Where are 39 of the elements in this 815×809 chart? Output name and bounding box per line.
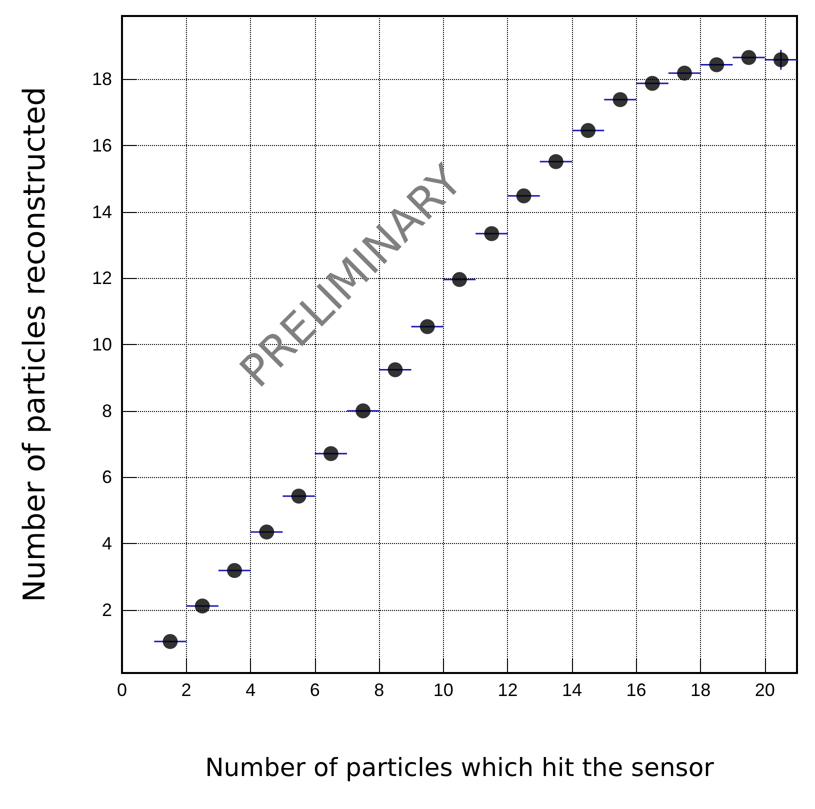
- y-tick-label: 2: [102, 600, 112, 620]
- x-tick-label: 12: [498, 680, 518, 700]
- point: [291, 488, 306, 504]
- point: [548, 154, 564, 170]
- point: [259, 524, 274, 540]
- y-tick-label: 4: [102, 534, 112, 554]
- point: [162, 634, 178, 649]
- y-tick-label: 16: [92, 135, 112, 156]
- y-tick-label: 18: [92, 69, 112, 90]
- point: [644, 76, 660, 91]
- y-axis-title: Number of particles reconstructed: [18, 86, 52, 602]
- x-tick-label: 8: [374, 680, 384, 700]
- point: [580, 122, 596, 138]
- point: [227, 562, 242, 578]
- x-tick-label: 14: [562, 680, 582, 700]
- x-tick-label: 2: [181, 680, 192, 700]
- x-tick-label: 0: [116, 680, 128, 700]
- x-tick-label: 20: [754, 680, 775, 700]
- y-tick-label: 12: [92, 268, 112, 288]
- point: [194, 598, 210, 614]
- point: [773, 52, 788, 68]
- x-tick-label: 10: [433, 680, 454, 700]
- y-tick-label: 8: [102, 400, 112, 421]
- point: [709, 57, 724, 72]
- x-tick-label: 4: [246, 680, 256, 700]
- x-axis-title: Number of particles which hit the sensor: [205, 753, 715, 782]
- y-tick-label: 14: [92, 202, 112, 222]
- point: [677, 66, 692, 81]
- point: [323, 446, 338, 462]
- point: [741, 50, 756, 65]
- x-tick-label: 6: [310, 680, 320, 700]
- point: [484, 226, 500, 242]
- y-tick-label: 10: [92, 334, 112, 354]
- point: [612, 92, 628, 108]
- y-tick-label: 6: [102, 467, 112, 488]
- x-tick-label: 16: [626, 680, 646, 700]
- x-tick-label: 18: [690, 680, 711, 700]
- point: [356, 403, 371, 418]
- point: [516, 188, 532, 204]
